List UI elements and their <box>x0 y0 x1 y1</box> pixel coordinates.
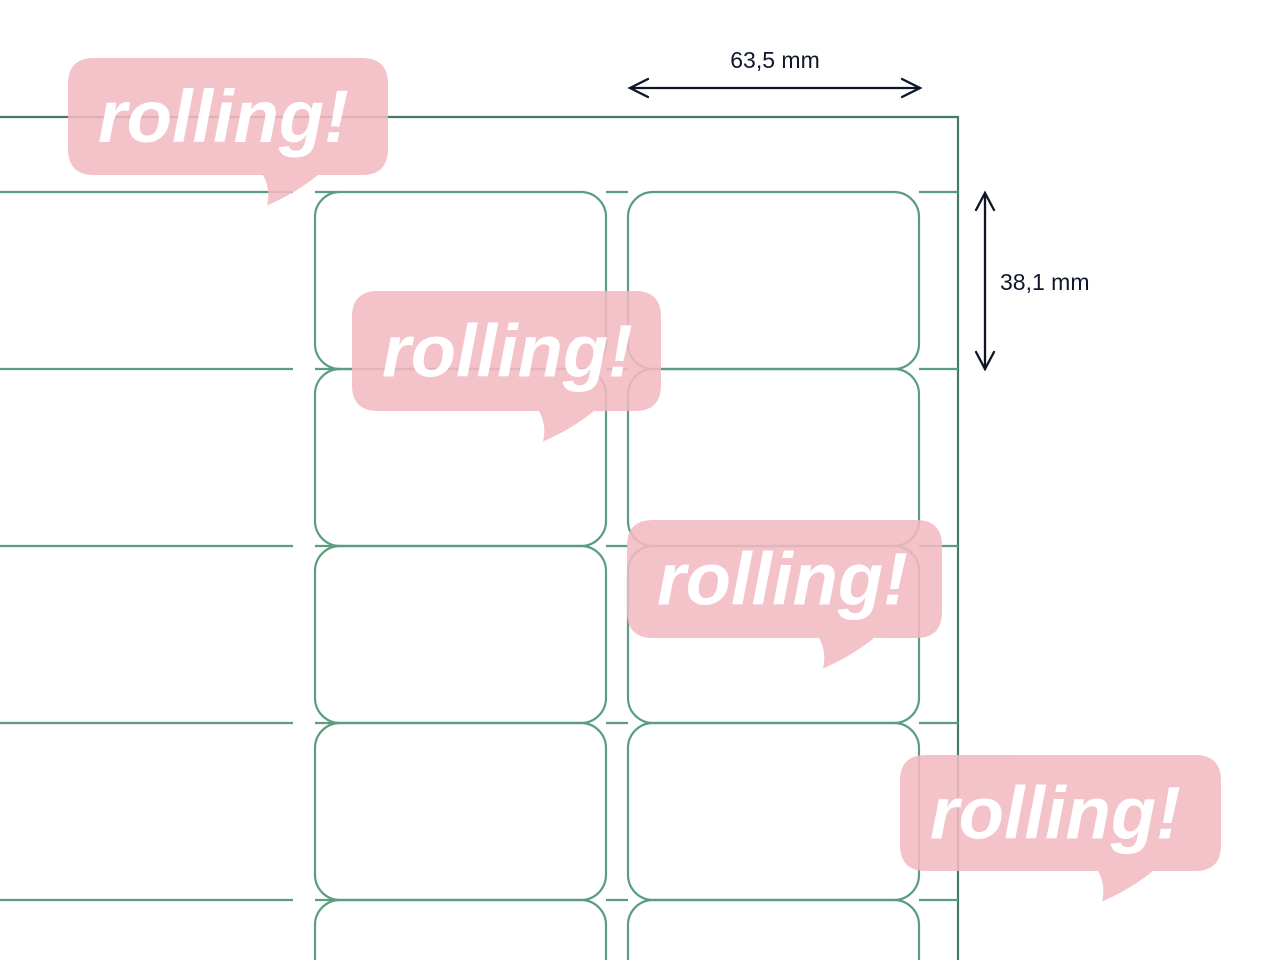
svg-text:rolling!: rolling! <box>930 772 1181 855</box>
svg-text:38,1 mm: 38,1 mm <box>1000 269 1089 295</box>
svg-text:63,5 mm: 63,5 mm <box>730 47 819 73</box>
svg-text:rolling!: rolling! <box>382 310 633 393</box>
svg-text:rolling!: rolling! <box>98 75 349 158</box>
svg-text:rolling!: rolling! <box>657 538 908 621</box>
